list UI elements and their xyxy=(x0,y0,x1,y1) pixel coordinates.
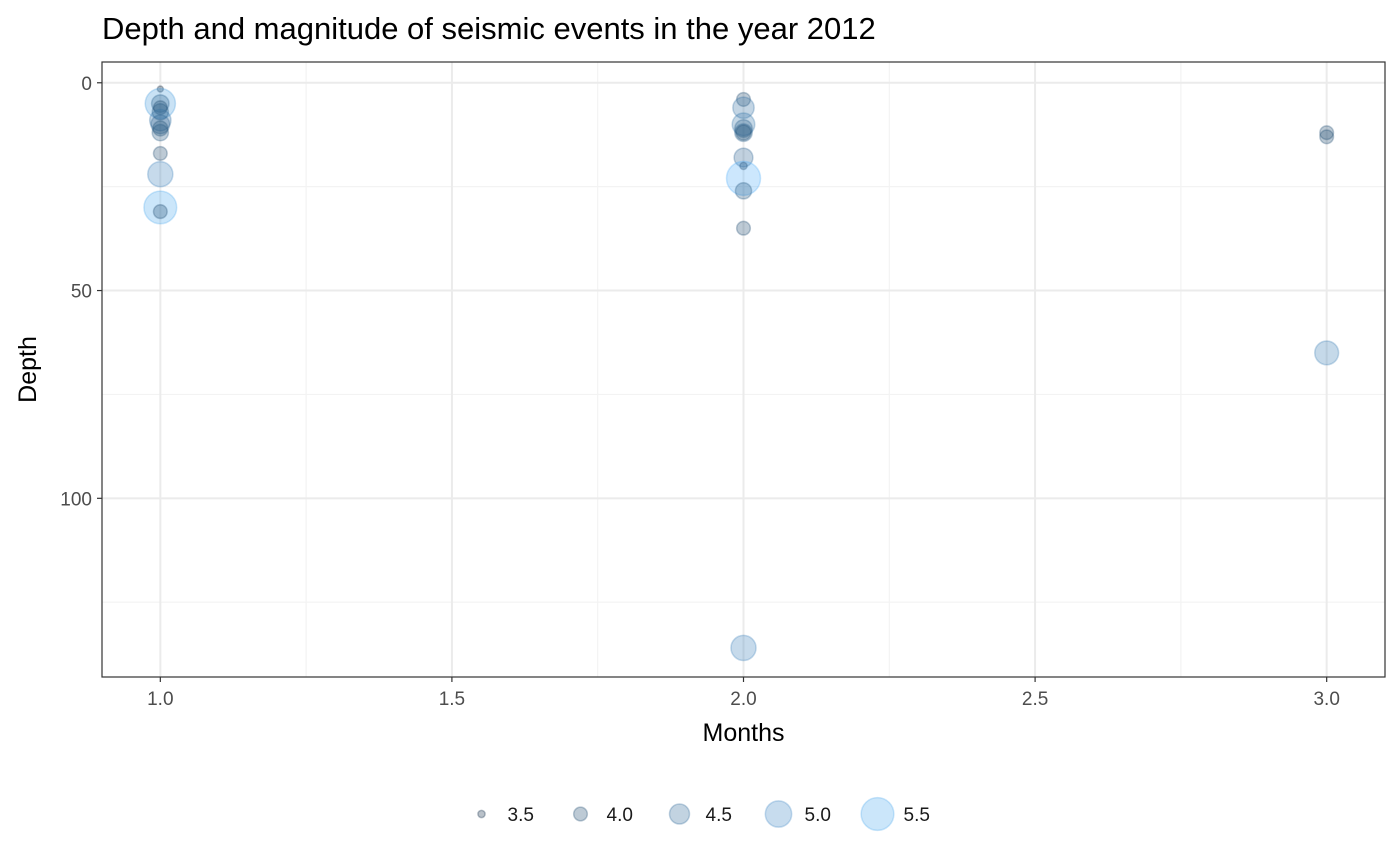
y-tick-label: 100 xyxy=(60,489,92,510)
y-tick-label: 0 xyxy=(81,74,92,95)
data-point xyxy=(144,87,177,120)
legend-key xyxy=(477,809,486,819)
legend-label: 5.0 xyxy=(805,805,831,826)
data-point xyxy=(735,220,752,236)
data-point xyxy=(735,124,752,141)
x-tick-label: 1.5 xyxy=(439,689,465,710)
y-axis: 0 50 100 xyxy=(60,74,102,510)
data-point xyxy=(151,123,170,142)
grid xyxy=(102,62,1385,677)
size-legend: 3.5 4.0 4.5 5.0 5.5 xyxy=(477,796,930,832)
data-point xyxy=(732,96,755,120)
x-tick-label: 3.0 xyxy=(1313,689,1339,710)
data-point xyxy=(148,108,172,132)
data-point xyxy=(152,100,168,116)
legend-label: 5.5 xyxy=(904,805,930,826)
y-axis-title: Depth xyxy=(14,336,42,403)
legend-label: 4.0 xyxy=(607,805,633,826)
data-point xyxy=(734,181,753,200)
data-point xyxy=(152,145,168,161)
data-point xyxy=(156,85,165,93)
x-tick-label: 2.5 xyxy=(1022,689,1048,710)
data-point xyxy=(1319,125,1335,141)
x-axis: 1.0 1.5 2.0 2.5 3.0 xyxy=(147,677,1340,710)
y-tick-label: 50 xyxy=(71,282,92,303)
data-point xyxy=(733,147,754,168)
data-point xyxy=(152,120,169,137)
data-point xyxy=(1319,129,1335,145)
x-tick-label: 2.0 xyxy=(730,689,756,710)
data-points xyxy=(143,85,1340,662)
legend-key xyxy=(764,800,793,828)
data-point xyxy=(734,119,753,138)
legend-label: 3.5 xyxy=(508,805,534,826)
data-point xyxy=(725,160,762,197)
data-point xyxy=(731,112,756,137)
data-point xyxy=(1314,340,1340,366)
x-axis-title: Months xyxy=(703,719,785,747)
data-point xyxy=(739,161,748,171)
data-point xyxy=(143,190,178,225)
data-point xyxy=(150,114,171,135)
x-tick-label: 1.0 xyxy=(147,689,173,710)
data-point xyxy=(151,103,170,121)
data-point xyxy=(147,160,174,188)
data-point xyxy=(734,123,753,143)
legend-key xyxy=(860,796,895,832)
legend-key xyxy=(572,806,589,822)
data-point xyxy=(730,634,757,662)
data-point xyxy=(152,204,168,220)
legend-key xyxy=(668,803,691,825)
chart-title: Depth and magnitude of seismic events in… xyxy=(102,11,876,46)
data-point xyxy=(150,94,170,114)
legend-label: 4.5 xyxy=(706,805,732,826)
data-point xyxy=(735,91,752,107)
